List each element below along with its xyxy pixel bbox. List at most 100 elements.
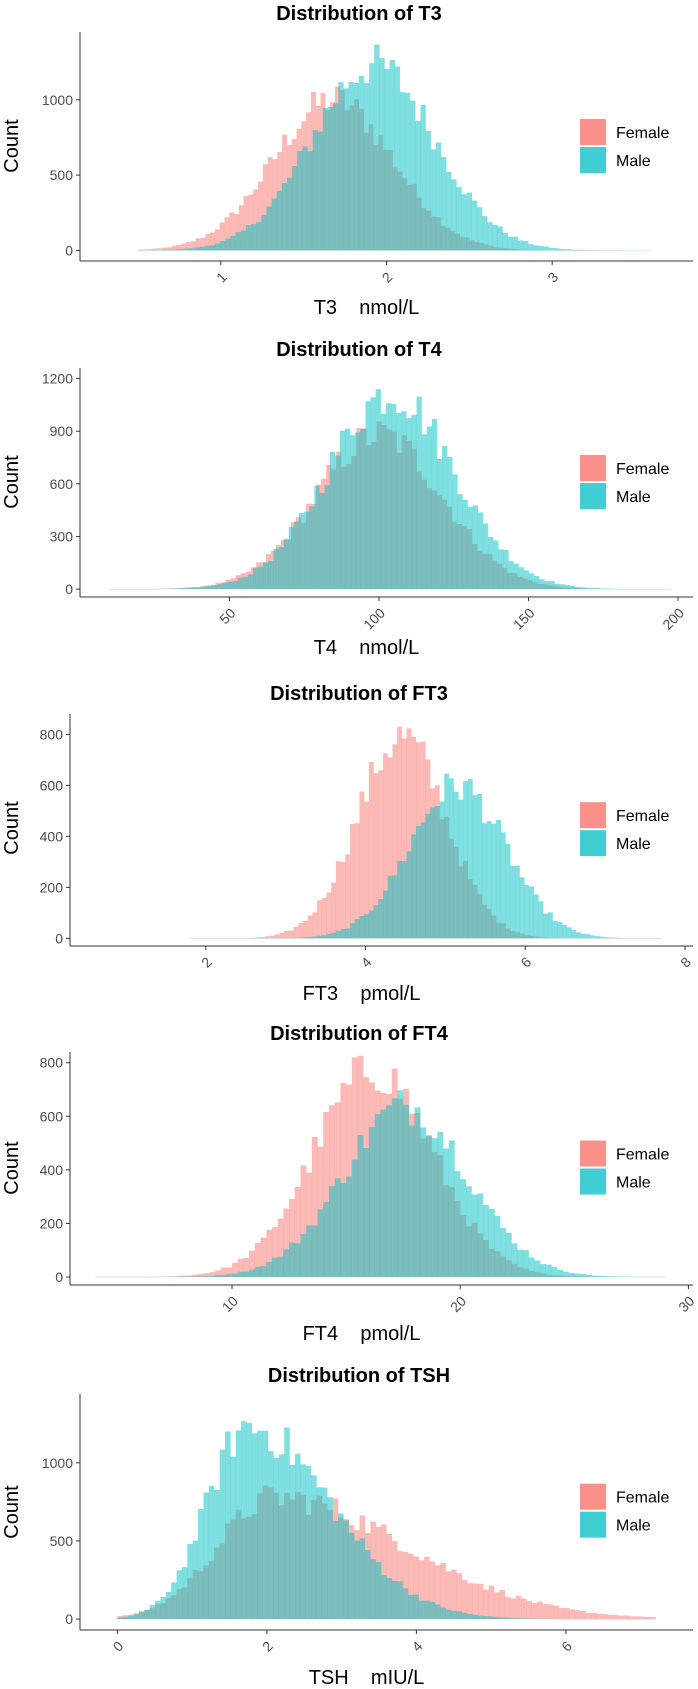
histogram-bar xyxy=(329,1186,335,1277)
histogram-bar xyxy=(180,1275,187,1277)
histogram-bar xyxy=(171,1582,177,1620)
histogram-bar xyxy=(335,861,341,939)
histogram-bar xyxy=(460,1179,467,1277)
histogram-bar xyxy=(273,548,279,590)
histogram-bar xyxy=(414,1107,421,1277)
histogram-bar xyxy=(203,1273,210,1277)
histogram-bar xyxy=(226,1267,233,1277)
histogram-bar xyxy=(266,1229,273,1277)
histogram-bar xyxy=(510,1618,516,1620)
histogram-bar xyxy=(618,937,624,939)
histogram-bar xyxy=(571,930,577,939)
histogram-bar xyxy=(498,549,504,590)
histogram-bar xyxy=(604,937,610,939)
histogram-bar xyxy=(374,44,380,251)
histogram-bar xyxy=(117,1617,123,1620)
histogram-bar xyxy=(574,1273,581,1277)
histogram-bar xyxy=(500,1228,507,1277)
histogram-bar xyxy=(262,1430,269,1620)
histogram-bar xyxy=(585,1274,592,1277)
histogram-bar xyxy=(230,235,236,251)
histogram-bar xyxy=(283,538,289,590)
x-tick-label: 4 xyxy=(358,954,375,971)
series-male xyxy=(137,44,652,251)
histogram-bar xyxy=(533,245,539,251)
histogram-bar xyxy=(595,936,600,939)
x-tick-label: 10 xyxy=(219,1293,241,1315)
histogram-bar xyxy=(298,937,304,939)
histogram-bar xyxy=(539,579,545,590)
histogram-bar xyxy=(650,1617,656,1620)
histogram-bar xyxy=(286,177,293,251)
histogram-bar xyxy=(504,1617,511,1620)
histogram-bar xyxy=(512,236,519,251)
histogram-bar xyxy=(328,107,334,251)
histogram-bar xyxy=(467,506,473,590)
histogram-bar xyxy=(413,1594,419,1620)
histogram-bar xyxy=(331,932,337,939)
histogram-bar xyxy=(232,1262,238,1277)
series-male xyxy=(95,1090,666,1278)
histogram-bar xyxy=(397,726,403,939)
histogram-bar xyxy=(225,1431,231,1620)
histogram-bar xyxy=(276,190,282,251)
histogram-bar xyxy=(306,1225,313,1277)
histogram-bar xyxy=(569,249,575,251)
legend-label: Male xyxy=(616,836,651,853)
histogram-bar xyxy=(447,456,453,590)
histogram-bar xyxy=(497,226,503,251)
histogram-bar xyxy=(545,1264,552,1277)
y-tick-label: 800 xyxy=(40,1055,64,1071)
histogram-bar xyxy=(261,215,267,251)
panel-5: Distribution of TSH 0 500 1000 0 2 4 6 TSH mIU/L… xyxy=(1,1365,693,1689)
histogram-bar xyxy=(566,927,572,939)
histogram-bar xyxy=(515,1595,522,1620)
histogram-bar xyxy=(189,248,195,251)
histogram-bar xyxy=(416,826,421,939)
histogram-bar xyxy=(405,92,411,251)
histogram-bar xyxy=(552,920,558,939)
histogram-bar xyxy=(518,240,524,251)
histogram-bar xyxy=(251,937,256,939)
histogram-bar xyxy=(260,1266,267,1277)
histogram-bar xyxy=(526,1618,532,1620)
histogram-bar xyxy=(406,851,412,939)
histogram-bar xyxy=(463,781,468,939)
histogram-bar xyxy=(466,192,472,251)
histogram-bar xyxy=(329,451,335,590)
histogram-bar xyxy=(424,1600,430,1620)
histogram-bar xyxy=(591,1612,597,1620)
histogram-bar xyxy=(585,587,591,590)
legend-label: Female xyxy=(616,125,669,142)
histogram-bar xyxy=(623,1615,629,1620)
histogram-bar xyxy=(549,581,555,590)
histogram-bar xyxy=(426,426,433,590)
histogram-bar xyxy=(375,389,381,590)
histogram-bar xyxy=(557,1270,564,1277)
histogram-bar xyxy=(249,1269,255,1277)
histogram-bar xyxy=(241,1421,247,1620)
x-tick-label: 6 xyxy=(517,954,534,971)
y-tick-label: 0 xyxy=(55,930,63,946)
histogram-bar xyxy=(440,1607,446,1620)
histogram-bar xyxy=(235,1430,242,1620)
histogram-bar xyxy=(370,397,376,590)
histogram-bar xyxy=(237,1271,244,1277)
histogram-bar xyxy=(258,566,264,590)
histogram-bar xyxy=(456,1611,462,1620)
series-male xyxy=(109,389,673,590)
histogram-bar xyxy=(443,1148,449,1277)
histogram-bar xyxy=(394,66,401,251)
y-axis-title: Count xyxy=(1,1485,23,1539)
legend-key-female xyxy=(580,802,606,829)
histogram-bar xyxy=(538,246,544,251)
y-tick-label: 0 xyxy=(65,581,73,597)
histogram-bar xyxy=(476,207,483,251)
histogram-bar xyxy=(429,1561,436,1620)
histogram-bar xyxy=(288,526,295,590)
histogram-bar xyxy=(295,1453,301,1620)
histogram-bar xyxy=(451,179,457,251)
histogram-bar xyxy=(209,1272,216,1277)
histogram-bar xyxy=(327,1497,333,1620)
histogram-bar xyxy=(300,1464,306,1620)
